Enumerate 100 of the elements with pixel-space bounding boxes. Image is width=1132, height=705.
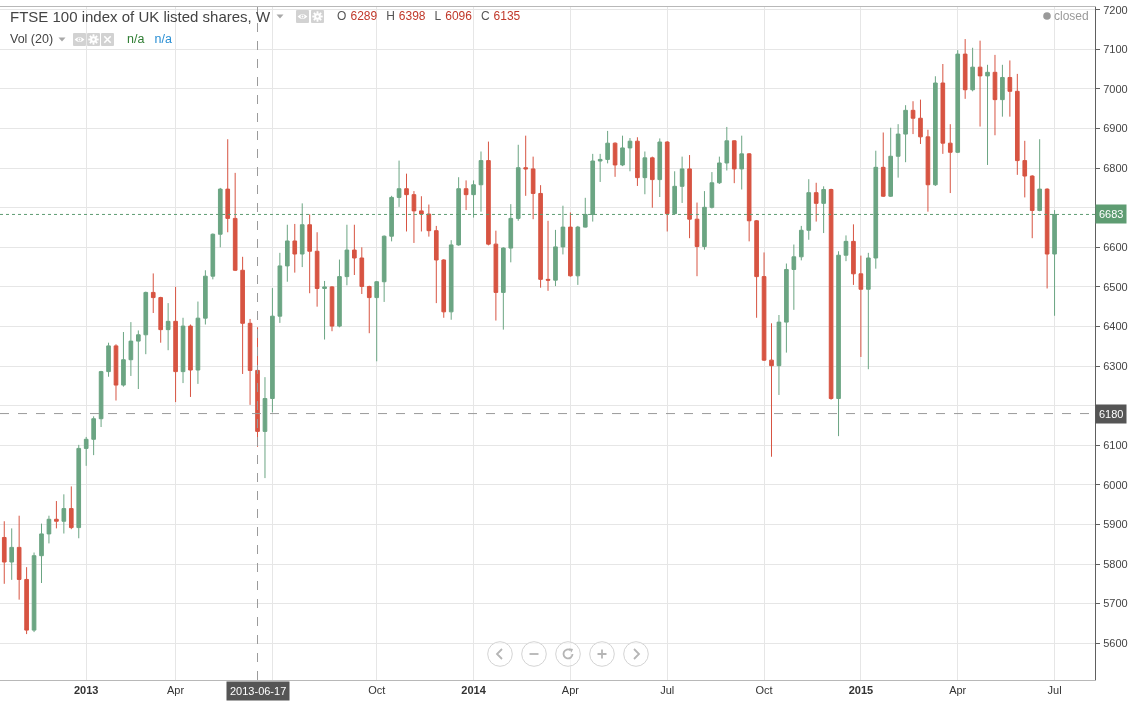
candlestick — [858, 255, 864, 358]
candlestick — [888, 127, 894, 198]
candlestick — [173, 286, 178, 403]
candlestick — [121, 331, 126, 388]
candlestick — [754, 219, 759, 319]
candlestick — [188, 324, 193, 398]
candlestick — [76, 444, 82, 539]
candlestick — [83, 436, 89, 467]
candlestick — [702, 190, 707, 251]
candlestick — [828, 188, 834, 401]
y-tick-label: 6000 — [1103, 478, 1128, 491]
candlestick — [419, 195, 424, 232]
candlestick — [679, 156, 685, 204]
candlestick — [366, 285, 372, 334]
candlestick — [769, 322, 774, 458]
x-tick-label: Apr — [167, 684, 185, 697]
candlestick — [232, 172, 238, 272]
candlestick — [806, 178, 812, 241]
candlestick — [448, 239, 454, 321]
annotation: closed — [1054, 9, 1089, 23]
candlestick — [851, 223, 856, 286]
candlestick — [918, 99, 923, 145]
candlestick — [657, 137, 663, 198]
y-tick-label: 6500 — [1103, 280, 1128, 293]
candlestick — [985, 64, 990, 166]
candlestick — [1000, 64, 1005, 118]
candlestick — [880, 131, 886, 198]
candlestick — [91, 415, 96, 456]
candlestick — [389, 195, 394, 242]
candlestick — [359, 246, 365, 295]
candlestick — [478, 151, 484, 213]
candlestick — [136, 329, 141, 390]
ref-line-label: 6180 — [1099, 408, 1124, 420]
x-tick-label: Apr — [949, 684, 967, 697]
candlestick — [717, 156, 722, 185]
candlestick — [955, 49, 961, 154]
candlestick — [143, 291, 149, 355]
x-tick-label: 2014 — [461, 684, 487, 697]
x-tick-label: Oct — [755, 684, 773, 697]
y-tick-label: 6300 — [1103, 359, 1128, 372]
candlestick — [664, 140, 670, 232]
candlestick — [515, 144, 521, 222]
candlestick — [98, 370, 104, 428]
candlestick — [329, 285, 335, 332]
y-tick-label: 6800 — [1103, 161, 1128, 174]
candlestick — [486, 141, 491, 246]
candlestick — [128, 321, 134, 377]
y-tick-label: 6100 — [1103, 439, 1128, 452]
annotation: n/a — [127, 32, 145, 46]
candlestick — [54, 500, 59, 529]
y-tick-label: 6900 — [1103, 122, 1128, 135]
candlestick — [530, 156, 536, 220]
candlestick — [895, 123, 901, 179]
candlestick — [910, 100, 916, 135]
candlestick — [538, 184, 543, 289]
candlestick — [307, 213, 312, 294]
candlestick — [24, 566, 29, 635]
x-tick-label: 2013 — [73, 684, 99, 697]
candlestick — [344, 224, 350, 286]
candlestick — [456, 176, 461, 247]
x-tick-label: Jul — [1047, 684, 1062, 697]
candlestick — [962, 38, 968, 100]
candlestick — [739, 135, 745, 190]
candlestick — [843, 234, 849, 262]
y-tick-label: 5900 — [1103, 518, 1128, 531]
candlestick — [933, 75, 938, 187]
candlestick — [1007, 59, 1013, 118]
y-tick-label: 7200 — [1103, 3, 1128, 16]
candlestick — [225, 138, 231, 233]
annotation: O 6289 H 6398 L 6096 C 6135 — [337, 9, 521, 23]
candlestick — [761, 251, 767, 362]
candlestick — [299, 202, 305, 268]
candlestick — [590, 153, 596, 223]
candlestick — [813, 182, 819, 223]
candlestick — [165, 302, 171, 351]
candlestick — [39, 523, 44, 584]
y-tick-label: 7000 — [1103, 82, 1128, 95]
candlestick — [970, 47, 975, 92]
candlestick — [1044, 187, 1050, 289]
candlestick — [947, 123, 953, 194]
candlestick — [61, 493, 67, 535]
candlestick — [270, 287, 275, 413]
candlestick — [471, 179, 476, 219]
candlestick — [1, 520, 7, 585]
y-tick-label: 5600 — [1103, 637, 1128, 650]
candlestick — [746, 152, 752, 242]
candlestick — [9, 527, 15, 581]
x-tick-label: Oct — [368, 684, 386, 697]
candlestick — [337, 259, 342, 328]
candlestick — [784, 263, 789, 354]
annotation: n/a — [154, 32, 172, 46]
candlestick — [217, 187, 223, 248]
candlestick — [180, 317, 186, 384]
candlestick — [612, 141, 618, 178]
candlestick — [873, 150, 879, 270]
candlestick — [292, 223, 298, 274]
candlestick — [605, 130, 610, 164]
candlestick — [903, 104, 908, 163]
candlestick — [821, 185, 826, 234]
y-tick-label: 7100 — [1103, 43, 1128, 56]
